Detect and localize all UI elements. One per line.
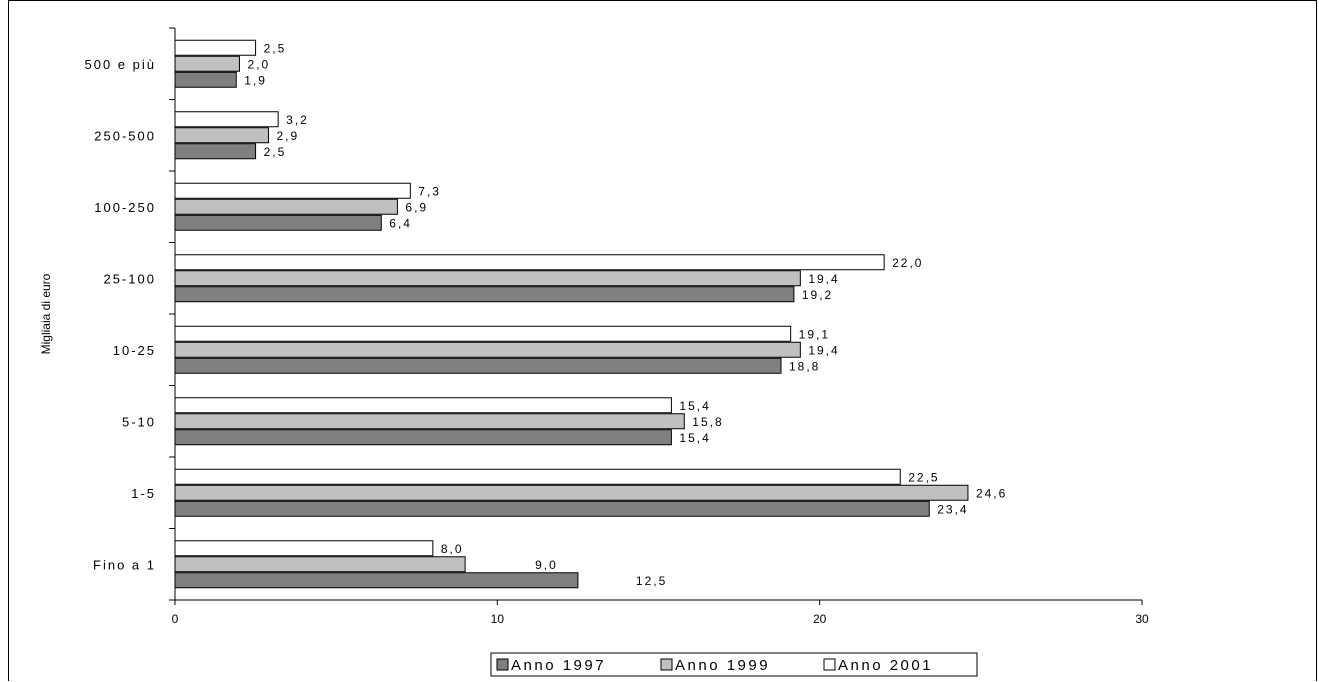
legend-label: Anno 2001 [838, 657, 933, 674]
data-label: 18,8 [789, 359, 820, 373]
bar-anno-2001 [174, 182, 411, 199]
x-tick-label: 30 [1135, 612, 1149, 626]
x-tick-label: 0 [172, 612, 179, 626]
bar-anno-1997 [174, 214, 382, 231]
legend-swatch-anno-1999 [660, 658, 673, 671]
bar-anno-2001 [174, 397, 672, 414]
bar-anno-1999 [174, 127, 269, 144]
data-label: 2,0 [247, 57, 270, 71]
legend-box [490, 652, 978, 677]
data-label: 2,5 [264, 145, 287, 159]
category-label: 5-10 [122, 414, 156, 429]
data-label: 8,0 [441, 542, 464, 556]
category-label: 250-500 [94, 128, 156, 143]
bar-anno-1999 [174, 270, 801, 287]
legend-label: Anno 1997 [511, 657, 606, 674]
bar-anno-2001 [174, 540, 434, 557]
bar-anno-1999 [174, 341, 801, 358]
chart-frame [8, 0, 1317, 681]
bar-anno-1997 [174, 357, 782, 374]
bar-anno-2001 [174, 468, 901, 485]
bar-anno-1999 [174, 413, 685, 430]
data-label: 19,4 [808, 343, 839, 357]
legend-label: Anno 1999 [675, 657, 770, 674]
bar-anno-1997 [174, 286, 795, 303]
data-label: 19,4 [808, 272, 839, 286]
legend-swatch-anno-2001 [823, 658, 836, 671]
bar-anno-2001 [174, 111, 279, 128]
x-tick-label: 10 [491, 612, 505, 626]
bar-anno-1997 [174, 572, 579, 589]
data-label: 3,2 [286, 113, 309, 127]
data-label: 7,3 [418, 184, 441, 198]
x-tick-label: 20 [813, 612, 827, 626]
data-label: 19,2 [802, 288, 833, 302]
data-label: 6,4 [389, 216, 412, 230]
bar-anno-2001 [174, 39, 257, 56]
category-label: 1-5 [131, 486, 156, 501]
bar-anno-1999 [174, 198, 398, 215]
bar-anno-2001 [174, 325, 792, 342]
bar-anno-1997 [174, 143, 257, 160]
data-label: 6,9 [405, 200, 428, 214]
category-label: Fino a 1 [93, 557, 156, 572]
category-label: 500 e più [85, 57, 157, 72]
data-label: 2,9 [276, 129, 299, 143]
category-label: 25-100 [104, 271, 156, 286]
data-label: 15,4 [679, 399, 710, 413]
data-label: 12,5 [636, 574, 667, 588]
y-axis-label: Migliaia di euro [39, 273, 53, 354]
category-label: 10-25 [113, 343, 156, 358]
data-label: 19,1 [799, 327, 830, 341]
data-label: 23,4 [937, 502, 968, 516]
bar-anno-1999 [174, 556, 466, 573]
bar-anno-2001 [174, 254, 885, 271]
bar-anno-1997 [174, 429, 672, 446]
legend-swatch-anno-1997 [496, 658, 509, 671]
data-label: 15,8 [692, 415, 723, 429]
category-label: 100-250 [94, 200, 156, 215]
bar-anno-1997 [174, 500, 930, 517]
data-label: 1,9 [244, 73, 267, 87]
bar-anno-1999 [174, 484, 969, 501]
data-label: 24,6 [976, 486, 1007, 500]
data-label: 22,5 [908, 470, 939, 484]
bar-anno-1997 [174, 71, 237, 88]
data-label: 15,4 [679, 431, 710, 445]
data-label: 2,5 [264, 41, 287, 55]
bar-anno-1999 [174, 55, 240, 72]
data-label: 22,0 [892, 256, 923, 270]
data-label: 9,0 [535, 558, 558, 572]
